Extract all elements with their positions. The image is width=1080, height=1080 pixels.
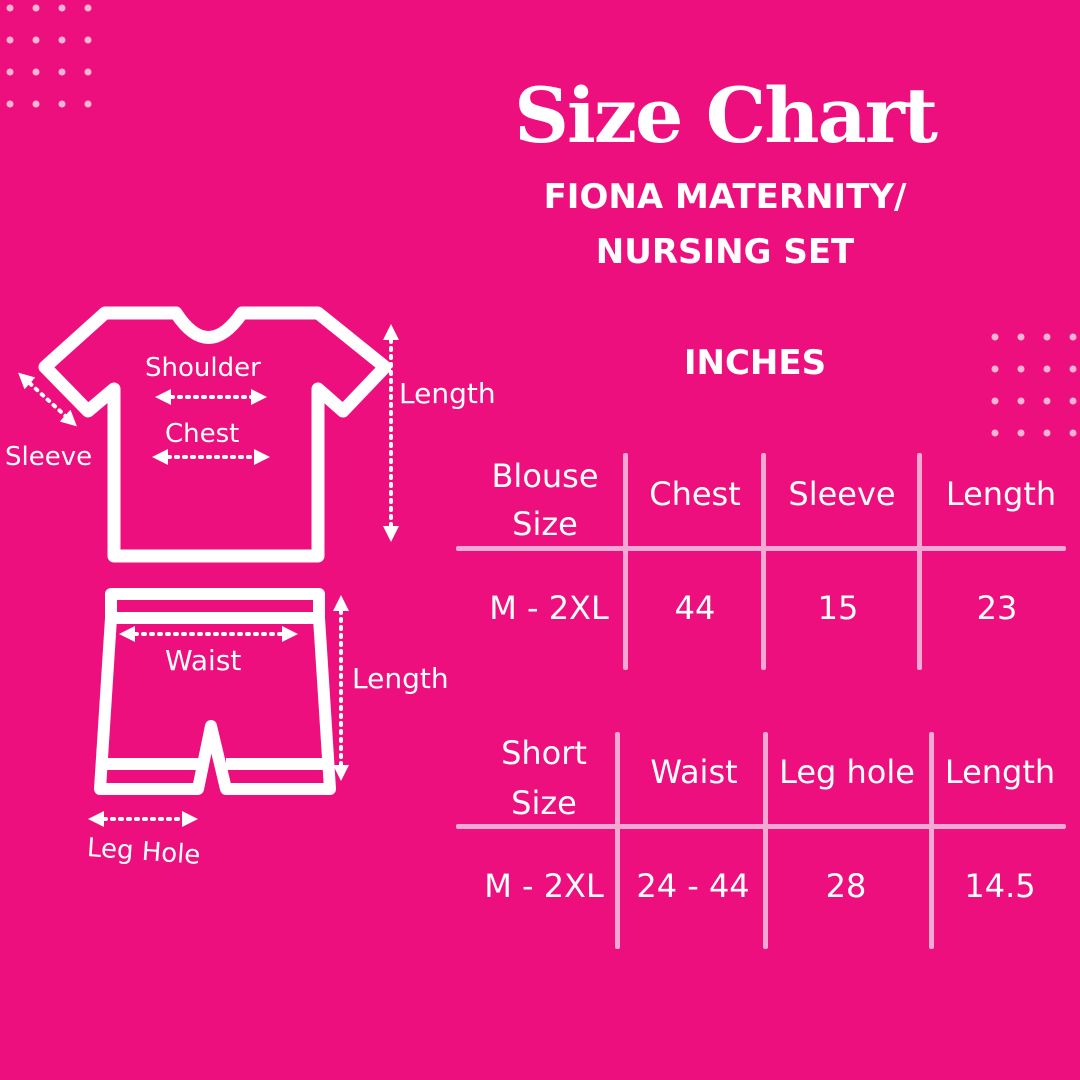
shorts-icon (94, 588, 336, 795)
shorts-length-header: Length (944, 753, 1056, 791)
shorts-table-col-line (763, 732, 768, 949)
top-length-label: Length (399, 377, 496, 410)
units-heading: INCHES (683, 343, 827, 383)
blouse-size-header: Blouse Size (491, 457, 599, 543)
shorts-waist-header: Waist (650, 753, 738, 791)
sleeve-label: Sleeve (5, 442, 93, 472)
blouse-table-col-line (917, 453, 922, 670)
sleeve-arrow (18, 372, 77, 427)
shoulder-label: Shoulder (145, 353, 261, 383)
shorts-table-col-line (615, 732, 620, 949)
shorts-length-label: Length (352, 662, 449, 695)
shorts-length-value: 14.5 (964, 867, 1036, 905)
blouse-table-col-line (761, 453, 766, 670)
product-name-line1: FIONA MATERNITY/ (543, 177, 907, 217)
shorts-waist-value: 24 - 44 (636, 867, 750, 905)
dot-grid-top-left (6, 4, 92, 108)
blouse-chest-value: 44 (674, 589, 716, 627)
dot-grid-right (991, 333, 1077, 437)
product-name-line2: NURSING SET (595, 232, 855, 272)
blouse-chest-header: Chest (649, 475, 741, 513)
chest-label: Chest (165, 419, 240, 449)
leg-hole-label: Leg Hole (86, 833, 202, 871)
blouse-size-value: M - 2XL (489, 589, 609, 627)
blouse-table-col-line (623, 453, 628, 670)
shorts-size-value: M - 2XL (484, 867, 604, 905)
shorts-leghole-header: Leg hole (779, 753, 915, 791)
blouse-sleeve-header: Sleeve (788, 475, 896, 513)
shorts-leghole-value: 28 (825, 867, 867, 905)
shorts-table-divider (456, 824, 1066, 829)
waist-label: Waist (165, 644, 242, 677)
blouse-length-value: 23 (976, 589, 1018, 627)
shorts-table-col-line (929, 732, 934, 949)
garment-diagram (18, 306, 399, 827)
blouse-length-header: Length (945, 475, 1057, 513)
page-title: Size Chart (514, 71, 938, 160)
tshirt-icon (38, 306, 392, 563)
blouse-sleeve-value: 15 (817, 589, 859, 627)
shorts-size-header: Short Size (501, 734, 587, 822)
